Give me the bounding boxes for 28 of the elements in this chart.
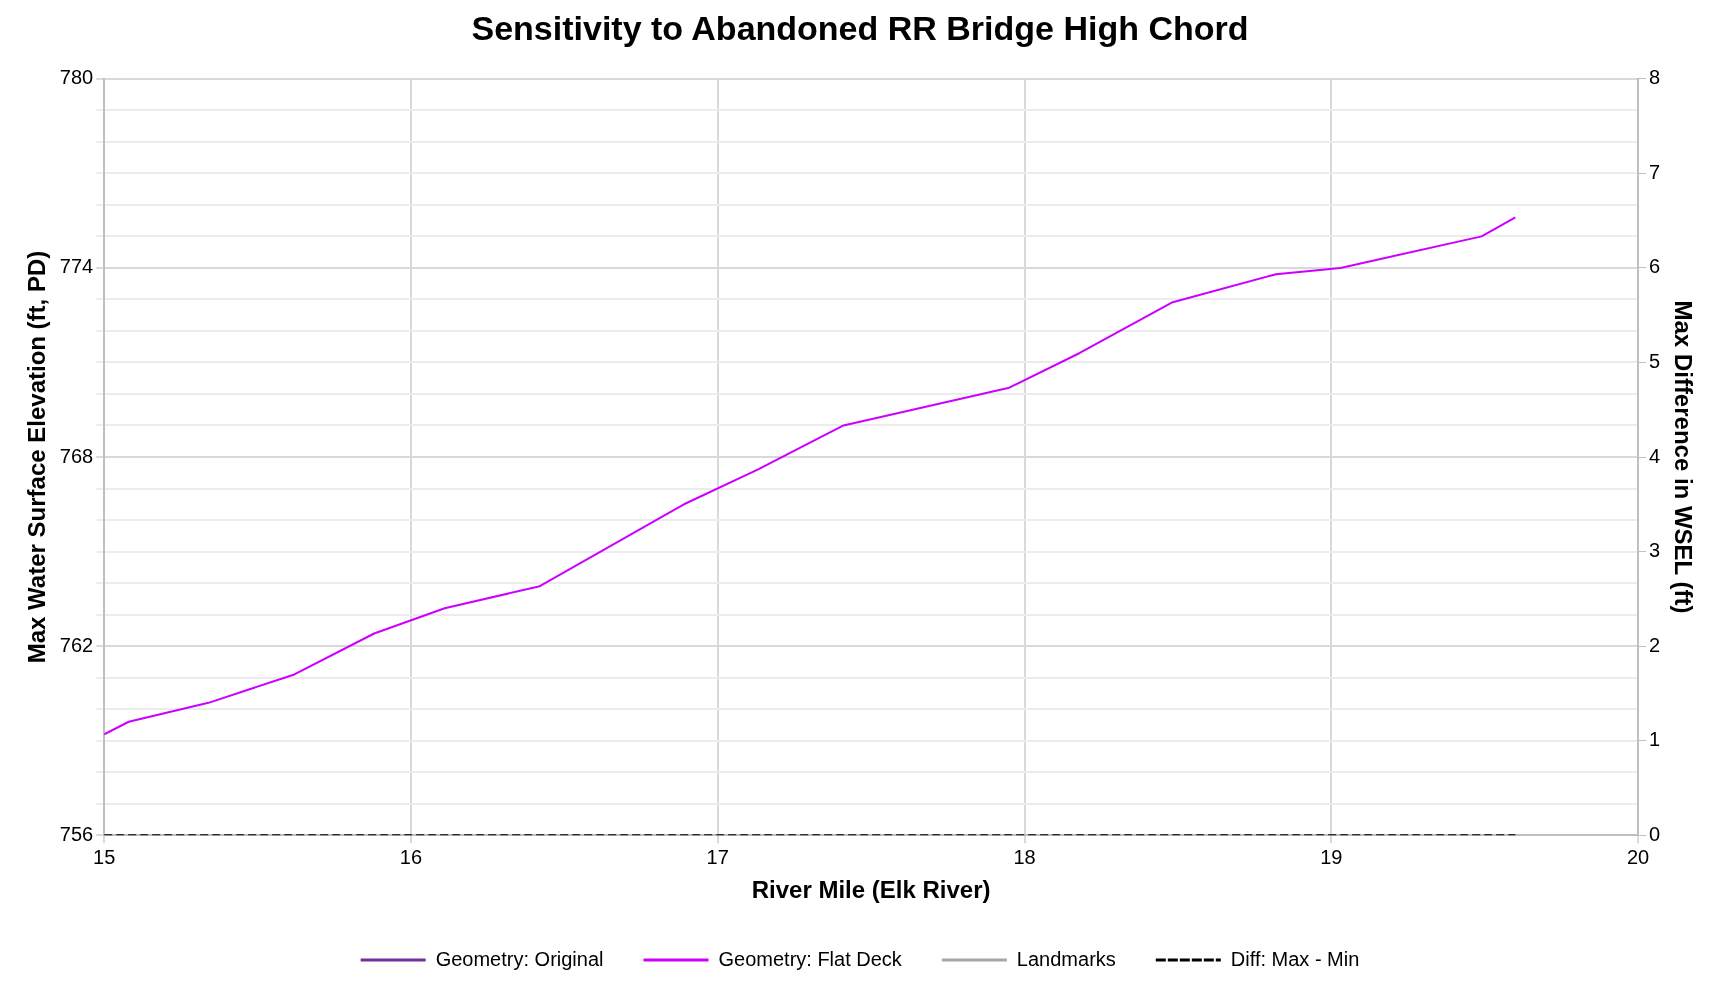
y-tick-label: 774 bbox=[59, 255, 94, 278]
x-tick-label: 19 bbox=[1320, 845, 1343, 868]
y-tick-label: 768 bbox=[59, 444, 94, 467]
x-tick-label: 20 bbox=[1626, 845, 1650, 868]
y-tick-label: 780 bbox=[59, 66, 94, 89]
y2-tick-label: 8 bbox=[1649, 66, 1661, 89]
x-tick-label: 18 bbox=[1013, 845, 1036, 868]
y2-tick-label: 7 bbox=[1649, 160, 1661, 183]
x-axis-title: River Mile (Elk River) bbox=[751, 876, 991, 904]
chart-title: Sensitivity to Abandoned RR Bridge High Chord bbox=[471, 8, 1249, 47]
legend-label: Geometry: Flat Deck bbox=[718, 947, 903, 970]
x-tick-label: 16 bbox=[399, 845, 423, 868]
y2-tick-label: 3 bbox=[1649, 539, 1661, 562]
y2-tick-label: 5 bbox=[1649, 349, 1661, 372]
y2-tick-label: 4 bbox=[1649, 444, 1661, 467]
y2-tick-label: 2 bbox=[1649, 633, 1661, 656]
x-tick-label: 15 bbox=[93, 845, 116, 868]
y-tick-label: 762 bbox=[59, 633, 94, 656]
legend-label: Geometry: Original bbox=[435, 947, 604, 970]
legend-label: Diff: Max - Min bbox=[1230, 947, 1360, 970]
x-tick-label: 17 bbox=[706, 845, 729, 868]
y2-tick-label: 0 bbox=[1649, 822, 1661, 845]
y-tick-label: 756 bbox=[59, 822, 94, 845]
legend-label: Landmarks bbox=[1016, 947, 1116, 970]
y2-axis-title: Max Difference in WSEL (ft) bbox=[1669, 300, 1697, 614]
y2-tick-label: 1 bbox=[1649, 728, 1661, 751]
y-axis-title: Max Water Surface Elevation (ft, PD) bbox=[23, 250, 51, 664]
y2-tick-label: 6 bbox=[1649, 255, 1661, 278]
